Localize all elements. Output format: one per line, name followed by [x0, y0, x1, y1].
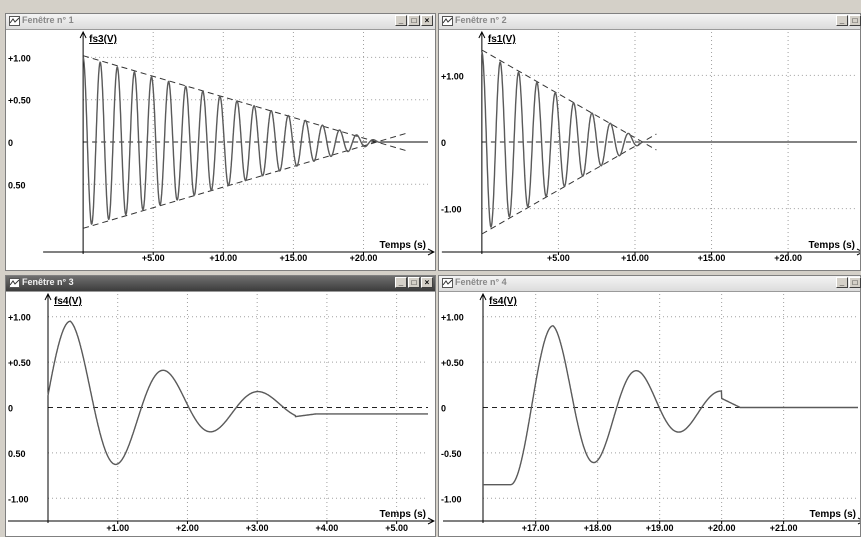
- x-tick-label: +20.00: [350, 253, 378, 263]
- y-tick-label: +0.50: [8, 358, 31, 368]
- x-tick-label: +19.00: [646, 523, 674, 533]
- x-tick-label: +18.00: [584, 523, 612, 533]
- x-axis-label: Temps (s): [809, 240, 856, 251]
- signal-trace: [483, 325, 858, 486]
- y-tick-label: 0.50: [8, 180, 26, 190]
- window-title: Fenêtre n° 3: [22, 277, 74, 287]
- y-tick-label: +0.50: [8, 96, 31, 106]
- y-tick-label: 0.50: [8, 449, 26, 459]
- y-axis-arrow: [478, 30, 486, 39]
- x-tick-label: +3.00: [246, 523, 269, 533]
- minimize-button[interactable]: _: [836, 277, 848, 288]
- y-tick-label: 0: [441, 138, 446, 148]
- chart-window-3[interactable]: Fenêtre n° 3 _ □ × fs4(V) Temps (s) +1.00 +…: [5, 275, 436, 537]
- maximize-button[interactable]: □: [408, 15, 420, 26]
- y-axis-label: fs3(V): [89, 34, 117, 45]
- envelope-line: [82, 55, 406, 151]
- maximize-button[interactable]: □: [849, 15, 861, 26]
- maximize-button[interactable]: □: [408, 277, 420, 288]
- x-tick-label: +10.00: [209, 253, 237, 263]
- x-tick-label: +15.00: [280, 253, 308, 263]
- titlebar-window-2[interactable]: Fenêtre n° 2 _ □ ×: [439, 14, 861, 30]
- chart-window-4[interactable]: Fenêtre n° 4 _ □ × fs4(V) Temps (s) +17.00…: [438, 275, 861, 537]
- y-tick-label: +1.00: [441, 71, 464, 81]
- y-axis-arrow: [44, 292, 52, 301]
- minimize-button[interactable]: _: [836, 15, 848, 26]
- y-tick-label: -1.00: [441, 205, 462, 215]
- x-axis-label: Temps (s): [380, 509, 427, 520]
- y-tick-label: -0.50: [441, 449, 462, 459]
- x-axis-arrow: [427, 248, 435, 256]
- close-button[interactable]: ×: [421, 277, 433, 288]
- chart-window-icon: [9, 16, 20, 26]
- y-axis-arrow: [79, 30, 87, 39]
- x-tick-label: +17.00: [522, 523, 550, 533]
- minimize-button[interactable]: _: [395, 15, 407, 26]
- oscilloscope-plot-3: fs4(V) Temps (s) +1.00 +2.00 +3.00 +4.00 +5.00…: [8, 292, 435, 533]
- y-tick-label: 0: [441, 404, 446, 414]
- window-title: Fenêtre n° 2: [455, 15, 507, 25]
- titlebar-window-3[interactable]: Fenêtre n° 3 _ □ ×: [6, 276, 435, 292]
- signal-trace: [481, 51, 857, 229]
- x-tick-label: +10.00: [621, 253, 649, 263]
- x-axis-arrow: [427, 517, 435, 525]
- y-tick-label: +1.00: [441, 313, 464, 323]
- y-tick-label: +1.00: [8, 53, 31, 63]
- x-tick-label: +2.00: [176, 523, 199, 533]
- maximize-button[interactable]: □: [849, 277, 861, 288]
- envelope-line: [481, 49, 657, 151]
- y-axis-label: fs4(V): [489, 296, 517, 307]
- minimize-button[interactable]: _: [395, 277, 407, 288]
- signal-trace: [82, 56, 428, 225]
- window-title: Fenêtre n° 1: [22, 15, 74, 25]
- x-tick-label: +5.00: [142, 253, 165, 263]
- close-button[interactable]: ×: [421, 15, 433, 26]
- titlebar-window-4[interactable]: Fenêtre n° 4 _ □ ×: [439, 276, 861, 292]
- chart-window-1[interactable]: Fenêtre n° 1 _ □ × fs3(V) Temps (s) +5.00 +…: [5, 13, 436, 271]
- y-tick-label: 0: [8, 138, 13, 148]
- y-axis-label: fs4(V): [54, 296, 82, 307]
- y-tick-label: -1.00: [441, 494, 462, 504]
- x-axis-label: Temps (s): [810, 509, 857, 520]
- x-tick-label: +21.00: [770, 523, 798, 533]
- window-title: Fenêtre n° 4: [455, 277, 507, 287]
- y-axis-arrow: [479, 292, 487, 301]
- signal-trace: [47, 320, 428, 466]
- x-tick-label: +5.00: [547, 253, 570, 263]
- x-axis-label: Temps (s): [380, 240, 427, 251]
- y-tick-label: +1.00: [8, 313, 31, 323]
- oscilloscope-plot-1: fs3(V) Temps (s) +5.00 +10.00 +15.00 +20.00 +1…: [8, 30, 435, 263]
- x-axis-arrow: [856, 248, 860, 256]
- x-tick-label: +20.00: [708, 523, 736, 533]
- envelope-line: [481, 133, 657, 235]
- y-tick-label: +0.50: [441, 358, 464, 368]
- chart-window-2[interactable]: Fenêtre n° 2 _ □ × fs1(V) Temps (s) +5.00 +…: [438, 13, 861, 271]
- titlebar-window-1[interactable]: Fenêtre n° 1 _ □ ×: [6, 14, 435, 30]
- oscilloscope-plot-4: fs4(V) Temps (s) +17.00 +18.00 +19.00 +20.00 +…: [441, 292, 860, 533]
- chart-window-icon: [442, 16, 453, 26]
- y-axis-label: fs1(V): [488, 34, 516, 45]
- oscilloscope-plot-2: fs1(V) Temps (s) +5.00 +10.00 +15.00 +20.00 +1…: [441, 30, 860, 263]
- x-tick-label: +5.00: [385, 523, 408, 533]
- chart-window-icon: [442, 278, 453, 288]
- x-tick-label: +20.00: [774, 253, 802, 263]
- y-tick-label: -1.00: [8, 494, 29, 504]
- y-tick-label: 0: [8, 404, 13, 414]
- x-tick-label: +4.00: [316, 523, 339, 533]
- x-tick-label: +1.00: [106, 523, 129, 533]
- envelope-line: [82, 133, 406, 229]
- chart-window-icon: [9, 278, 20, 288]
- x-tick-label: +15.00: [698, 253, 726, 263]
